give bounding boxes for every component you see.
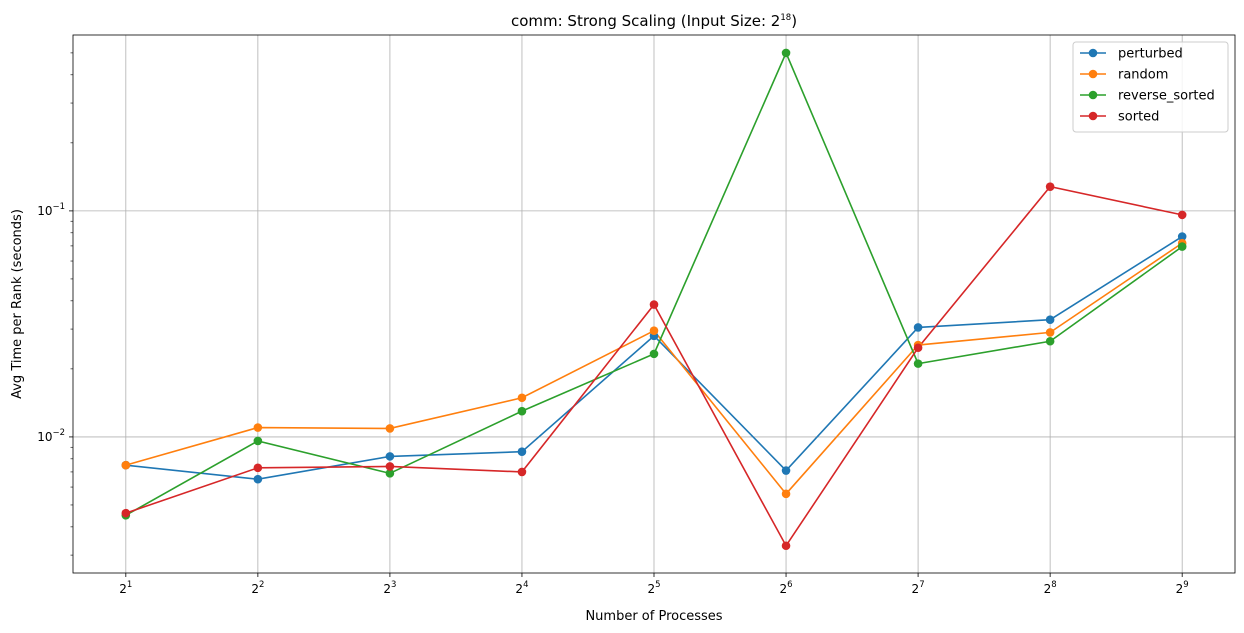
x-tick-label: 22 [251,580,264,596]
data-point-perturbed [913,323,923,332]
data-point-perturbed [385,452,395,461]
data-point-reverse-sorted [649,349,659,359]
x-tick-label: 29 [1176,580,1189,596]
data-point-sorted [121,508,131,518]
data-point-random [1045,328,1055,337]
data-point-reverse-sorted [913,359,923,368]
data-point-reverse-sorted [253,436,263,446]
y-axis-ticks: 10−2 10−1 [37,52,73,556]
legend-label-reverse-sorted: reverse_sorted [1118,89,1215,104]
data-point-random [781,489,791,499]
x-tick-label: 27 [912,580,925,596]
y-tick-label: 10−2 [37,428,65,444]
legend-marker-reverse-sorted [1088,90,1098,100]
legend-marker-perturbed [1088,48,1098,58]
data-point-sorted [1045,182,1055,191]
legend-marker-random [1088,69,1098,79]
data-point-random [649,326,659,336]
x-tick-label: 26 [780,580,793,596]
x-tick-label: 25 [647,580,660,596]
x-axis-ticks: 21 22 23 24 25 26 27 28 29 [119,573,1189,596]
data-point-random [385,424,395,433]
data-point-sorted [385,462,395,471]
data-point-random [121,460,131,470]
legend-marker-sorted [1088,111,1098,121]
data-point-perturbed [517,447,527,457]
data-point-reverse-sorted [1177,242,1187,251]
data-point-perturbed [253,474,263,484]
data-point-sorted [781,541,791,551]
series-points [121,48,1187,551]
data-point-random [517,393,527,403]
x-tick-label: 28 [1044,580,1057,596]
x-tick-label: 24 [515,580,528,596]
data-point-sorted [253,463,263,473]
data-point-perturbed [781,466,791,475]
data-point-reverse-sorted [1045,336,1055,346]
data-point-sorted [913,343,923,353]
data-point-sorted [517,467,527,477]
legend-label-random: random [1118,68,1168,83]
data-point-perturbed [1045,315,1055,325]
data-point-sorted [649,300,659,309]
chart-title: comm: Strong Scaling (Input Size: 218) [511,12,797,30]
data-point-random [253,423,263,432]
legend-label-perturbed: perturbed [1118,47,1183,62]
y-tick-label: 10−1 [37,202,65,218]
legend-frame [1072,41,1229,133]
data-point-perturbed [1177,232,1187,241]
x-axis-label: Number of Processes [585,609,722,624]
y-axis-label: Avg Time per Rank (seconds) [10,209,25,399]
data-point-reverse-sorted [385,469,395,478]
x-tick-label: 21 [119,580,132,596]
x-tick-label: 23 [383,580,396,596]
data-point-sorted [1177,210,1187,220]
data-point-reverse-sorted [517,406,527,416]
legend-label-sorted: sorted [1118,110,1159,125]
data-point-reverse-sorted [781,48,791,58]
